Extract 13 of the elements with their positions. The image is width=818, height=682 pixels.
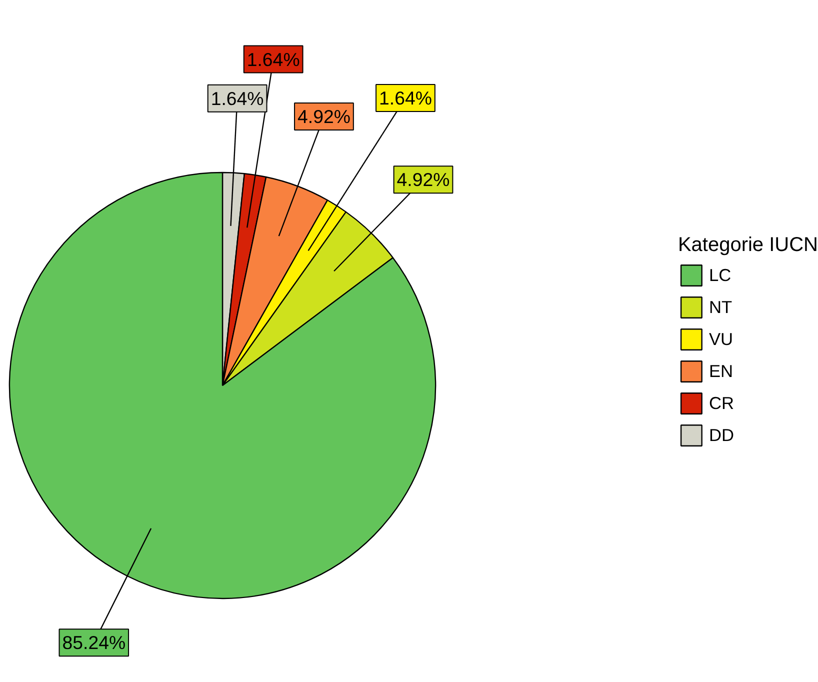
legend-label: EN <box>708 360 734 382</box>
legend-label: LC <box>708 264 732 286</box>
legend-title: Kategorie IUCN <box>678 234 818 257</box>
legend-label: DD <box>708 424 734 446</box>
data-label: 4.92% <box>298 106 350 127</box>
data-label: 1.64% <box>210 88 264 109</box>
legend-label: NT <box>708 296 732 318</box>
data-label: 1.64% <box>379 87 432 108</box>
data-label: 85.24% <box>62 632 126 654</box>
legend-label: CR <box>708 392 734 414</box>
legend-label: VU <box>708 328 734 350</box>
data-label: 4.92% <box>396 169 450 190</box>
data-label: 1.64% <box>246 48 300 70</box>
